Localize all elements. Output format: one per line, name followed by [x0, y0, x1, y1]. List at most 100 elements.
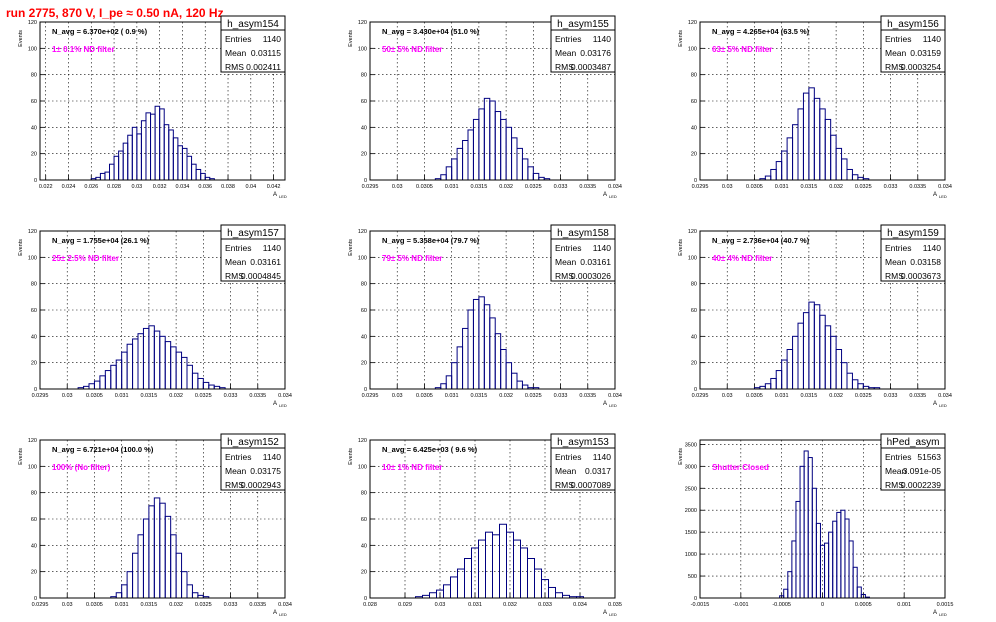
histogram-bar	[485, 531, 493, 599]
y-tick-label: 20	[691, 152, 697, 158]
x-tick-label: 0.0015	[937, 602, 954, 608]
stats-box	[550, 433, 616, 491]
histogram-bar	[832, 520, 838, 599]
histogram-bar	[513, 539, 521, 599]
x-tick-label: 0.032	[829, 184, 843, 190]
y-tick-label: 120	[28, 20, 37, 26]
plot-frame	[39, 439, 286, 599]
histogram-bar	[132, 552, 139, 599]
filter-annotation: 50± 5% ND filter	[382, 45, 442, 54]
histogram-bar	[145, 112, 152, 181]
x-tick-label: 0.031	[115, 393, 129, 399]
x-tick-label: 0.04	[245, 184, 256, 190]
histogram-bar	[429, 592, 437, 599]
histogram-bar	[191, 592, 199, 599]
y-tick-label: 100	[688, 255, 697, 261]
x-tick-label: 0.03	[435, 602, 446, 608]
histogram-panel-h_asym159: 0 20 40 60 80 100 120 0.0295 0.03 0.0305 0.031 0.03…	[678, 224, 952, 408]
stat-value: 0.03159	[910, 48, 941, 58]
histogram-bar	[478, 539, 486, 599]
x-tick-label: 0.03	[722, 393, 733, 399]
x-tick-label: 0.032	[499, 393, 513, 399]
y-tick-label: 80	[691, 282, 697, 288]
histogram-bar	[142, 518, 150, 599]
x-tick-label: 0.034	[608, 184, 622, 190]
histogram-bar	[516, 380, 523, 390]
histogram-bar	[197, 377, 204, 390]
y-tick-label: 40	[361, 543, 367, 549]
x-tick-label: 0.0295	[362, 393, 379, 399]
stat-value: 1140	[263, 34, 282, 44]
histogram-bar	[478, 108, 485, 181]
histogram-panel-h_asym154: 0 20 40 60 80 100 120 0.022 0.024 0.026 0.028 0.03 0…	[18, 15, 287, 199]
histogram-bar	[137, 333, 144, 390]
histogram-bar	[824, 542, 830, 599]
x-tick-label: 0.0005	[855, 602, 872, 608]
stat-key: RMS	[225, 271, 244, 281]
stats-box	[880, 15, 946, 73]
histogram-bar	[787, 571, 793, 599]
stat-value: 1140	[263, 452, 282, 462]
x-tick-label: 0.0335	[579, 393, 596, 399]
y-tick-label: 80	[31, 73, 37, 79]
x-tick-label: 0.031	[115, 602, 129, 608]
histogram-bar	[121, 584, 128, 599]
x-tick-label: 0.032	[153, 184, 167, 190]
histogram-name: h_asym152	[227, 437, 279, 448]
histogram-bar	[164, 341, 172, 390]
x-tick-label: 0.033	[224, 393, 238, 399]
x-axis-label: A	[933, 610, 937, 616]
y-tick-label: 40	[31, 125, 37, 131]
histogram-bar	[527, 166, 534, 181]
histogram-bar	[500, 118, 507, 181]
histogram-bar	[208, 384, 215, 390]
y-tick-label: 0	[364, 596, 367, 602]
y-tick-label: 60	[691, 308, 697, 314]
histogram-bar	[841, 362, 848, 390]
x-tick-label: 0.033	[554, 184, 568, 190]
histogram-bar	[104, 171, 111, 181]
histogram-bar	[824, 325, 832, 390]
histogram-bar	[136, 133, 142, 181]
navg-label: N_avg = 6.425e+03 ( 9.6 %)	[382, 445, 478, 454]
histogram-bar	[499, 523, 507, 599]
stat-key: Mean	[885, 466, 907, 476]
histogram-bar	[791, 540, 797, 599]
x-tick-label: 0.034	[278, 602, 292, 608]
histogram-name: h_asym158	[557, 228, 609, 239]
histogram-bar	[811, 487, 817, 599]
histogram-panel-h_asym152: 0 20 40 60 80 100 120 0.0295 0.03 0.0305 0.031 0.03…	[18, 433, 292, 617]
histogram-bar	[857, 383, 864, 390]
y-tick-label: 80	[361, 282, 367, 288]
histogram-bar	[104, 370, 112, 390]
y-tick-label: 1500	[685, 530, 697, 536]
histogram-name: h_asym153	[557, 437, 609, 448]
histogram-bar	[846, 372, 853, 390]
stat-key: Mean	[555, 48, 577, 58]
histogram-bar	[467, 309, 474, 390]
histogram-bar	[191, 163, 197, 181]
stat-value: 0.0003673	[901, 271, 941, 281]
histogram-bar	[505, 362, 513, 390]
x-tick-label: 0.032	[169, 393, 183, 399]
histogram-bar	[478, 296, 485, 390]
histogram-bar	[472, 298, 480, 390]
x-tick-label: 0.0325	[195, 602, 212, 608]
navg-label: N_avg = 4.265e+04 (63.5 %)	[712, 27, 810, 36]
y-tick-label: 3500	[685, 442, 697, 448]
histogram-bar	[813, 304, 821, 390]
histogram-bar	[852, 566, 858, 599]
histogram-bar	[109, 163, 115, 181]
x-tick-label: 0.028	[107, 184, 121, 190]
filter-annotation: 10± 1% ND filter	[382, 463, 442, 472]
x-tick-label: 0.042	[267, 184, 281, 190]
histogram-bar	[851, 174, 859, 181]
y-tick-label: 120	[358, 20, 367, 26]
histogram-bar	[464, 558, 472, 599]
stat-value: 0.03176	[580, 48, 611, 58]
stat-value: 0.03158	[910, 257, 941, 267]
histogram-bar	[181, 571, 188, 599]
y-axis-label: Events	[348, 448, 354, 465]
histogram-bar	[851, 379, 859, 390]
histogram-name: h_asym159	[887, 228, 939, 239]
